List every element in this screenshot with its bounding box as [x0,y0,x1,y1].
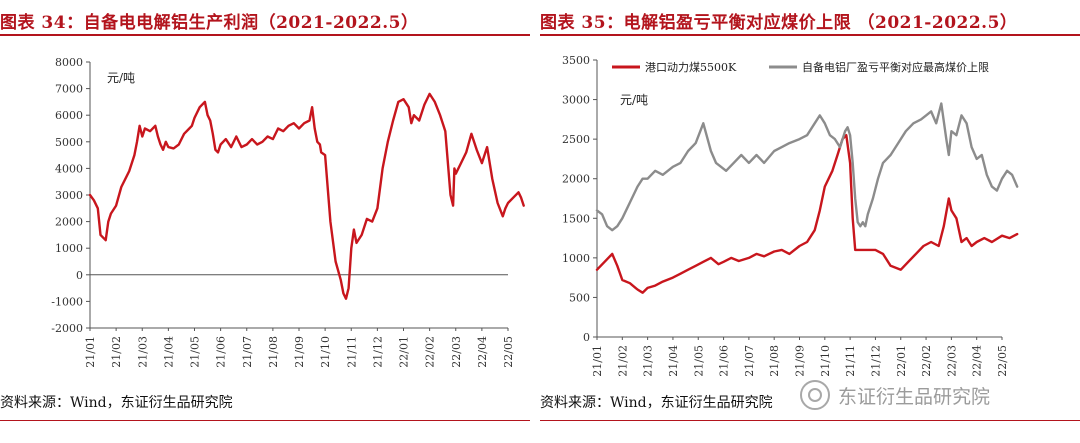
wechat-logo-icon [800,380,830,410]
y-tick-label: 7000 [55,83,83,96]
y-tick-label: -1000 [51,295,83,308]
x-tick-label: 21/11 [345,336,358,368]
y-tick-label: 6000 [55,109,83,122]
y-tick-label: 2000 [562,173,590,186]
y-tick-label: 3000 [55,189,83,202]
y-tick-label: 4000 [55,162,83,175]
x-tick-label: 21/05 [692,345,705,377]
y-tick-label: 0 [583,331,590,344]
x-tick-label: 22/01 [895,345,908,377]
y-tick-label: 1500 [562,212,590,225]
y-tick-label: 0 [76,269,83,282]
source-rule [0,420,530,421]
x-tick-label: 22/01 [398,336,411,368]
x-tick-label: 21/02 [616,345,629,377]
x-tick-label: 21/09 [293,336,306,368]
x-tick-label: 21/01 [84,336,97,368]
y-tick-label: 2000 [55,216,83,229]
profit-line-chart: -2000 -1000 0 1000 2000 3000 4000 5000 6000 7000 8… [51,56,525,368]
x-tick-label: 21/06 [215,336,228,368]
y-tick-label: 3000 [562,94,590,107]
x-tick-label: 21/07 [743,345,756,377]
coal-price-line-chart: 0 500 1000 1500 2000 2500 3000 3500 21/01 21/02 21… [562,54,1019,377]
y-tick-label: 500 [569,291,590,304]
x-tick-label: 21/01 [591,345,604,377]
x-tick-label: 22/03 [945,345,958,377]
right-panel: 图表 35：电解铝盈亏平衡对应煤价上限 （2021-2022.5） 0 500 10… [540,0,1080,443]
y-unit-label: 元/吨 [107,71,135,85]
x-tick-label: 21/07 [241,336,254,368]
x-tick-label: 21/10 [319,336,332,368]
y-tick-label: 5000 [55,136,83,149]
y-tick-label: 3500 [562,54,590,67]
x-tick-label: 22/02 [424,336,437,368]
title-rule [0,34,530,36]
y-unit-label: 元/吨 [620,93,648,107]
x-tick-label: 21/10 [819,345,832,377]
x-tick-label: 22/05 [502,336,515,368]
x-tick-label: 22/04 [476,336,489,368]
x-tick-label: 21/06 [718,345,731,377]
x-tick-label: 22/05 [996,345,1009,377]
x-tick-label: 21/11 [844,345,857,377]
x-tick-label: 21/02 [110,336,123,368]
x-tick-label: 21/12 [371,336,384,368]
watermark: 东证衍生品研究院 [800,380,990,410]
watermark-text: 东证衍生品研究院 [838,385,991,408]
source-note: 资料来源：Wind，东证衍生品研究院 [0,395,233,411]
y-tick-label: -2000 [51,322,83,335]
x-tick-label: 21/08 [267,336,280,368]
y-tick-label: 1000 [55,242,83,255]
y-tick-label: 8000 [55,56,83,69]
x-tick-label: 21/03 [136,336,149,368]
x-tick-label: 21/05 [189,336,202,368]
chart-title-34: 图表 34：自备电电解铝生产利润（2021-2022.5） [0,13,419,33]
series-line-0 [595,133,1019,294]
source-rule [540,420,1080,421]
y-tick-label: 1000 [562,252,590,265]
x-tick-label: 21/12 [869,345,882,377]
x-tick-label: 22/03 [450,336,463,368]
x-tick-label: 21/09 [794,345,807,377]
x-tick-label: 22/04 [971,345,984,377]
chart-title-35: 图表 35：电解铝盈亏平衡对应煤价上限 （2021-2022.5） [540,13,1018,33]
x-tick-label: 21/04 [667,345,680,377]
x-tick-label: 21/08 [768,345,781,377]
x-tick-label: 21/03 [642,345,655,377]
series-line-0 [88,92,525,300]
legend-label-1: 自备电铝厂盈亏平衡对应最高煤价上限 [802,60,989,74]
y-tick-label: 2500 [562,133,590,146]
x-tick-label: 22/02 [920,345,933,377]
x-tick-label: 21/04 [162,336,175,368]
source-note: 资料来源：Wind，东证衍生品研究院 [540,395,773,411]
series-line-1 [595,102,1019,232]
left-panel: 图表 34：自备电电解铝生产利润（2021-2022.5） -2000 -1000… [0,0,530,443]
title-rule [540,34,1080,36]
legend-label-0: 港口动力煤5500K [645,61,737,74]
